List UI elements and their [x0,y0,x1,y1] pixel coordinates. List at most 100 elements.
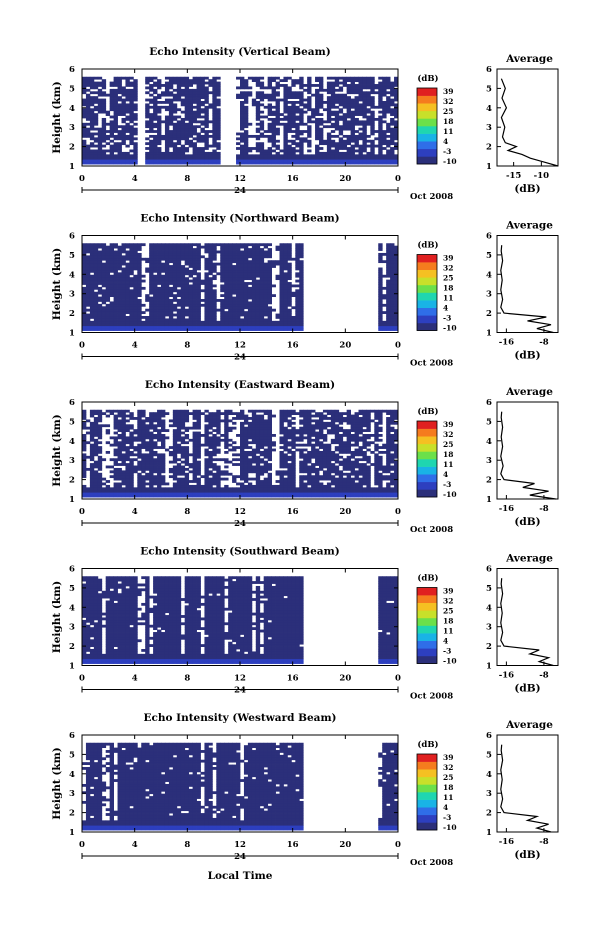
heatmap-cell [168,289,174,293]
heatmap-cell [141,421,146,425]
colorbar-tick-label: 25 [443,107,453,116]
heatmap-cell [117,424,122,428]
heatmap-cell [311,156,316,160]
heatmap-cell [200,325,205,329]
heatmap-cell [113,475,118,479]
heatmap-cell [129,267,134,271]
heatmap-cell [192,113,197,116]
heatmap-cell [125,429,130,432]
heatmap-cell [176,142,182,146]
heatmap-cell [346,105,351,109]
heatmap-cell [354,156,359,160]
heatmap-cell [267,294,272,298]
heatmap-cell [279,154,284,158]
heatmap-cell [378,255,383,259]
heatmap-cell [117,308,122,312]
heatmap-cell [378,115,383,119]
heatmap-cell [275,144,280,148]
heatmap-cell [168,255,174,259]
heatmap-cell [192,301,197,305]
heatmap-cell [89,149,95,153]
heatmap-cell [200,299,205,302]
heatmap-cell [93,245,99,249]
heatmap-cell [121,492,126,496]
heatmap-cell [212,156,217,160]
heatmap-cell [378,122,383,126]
heatmap-cell [394,311,399,314]
heatmap-cell [101,306,107,310]
heatmap-cell [394,142,399,146]
colorbar-tick-label: 32 [443,97,453,106]
heatmap-cell [161,252,166,256]
heatmap-cell [89,142,95,146]
heatmap-cell [338,156,344,160]
heatmap-cell [247,289,253,293]
heatmap-cell [113,79,118,83]
heatmap-cell [263,96,269,99]
heatmap-cell [390,250,395,254]
heatmap-cell [188,286,193,290]
heatmap-cell [196,284,201,288]
heatmap-cell [82,313,87,317]
heatmap-cell [287,113,292,116]
heatmap-cell [251,318,257,322]
heatmap-cell [196,465,201,469]
heatmap-cell [149,303,154,307]
heatmap-cell [97,267,103,271]
heatmap-cell [149,267,154,271]
heatmap-cell [161,151,166,155]
heatmap-cell [374,137,379,141]
heatmap-cell [125,291,130,295]
heatmap-cell [89,144,95,148]
heatmap-cell [82,460,87,464]
heatmap-cell [149,306,154,310]
heatmap-cell [378,277,383,281]
heatmap-cell [172,414,178,418]
heatmap-cell [141,460,146,464]
heatmap-cell [394,96,399,99]
heatmap-cell [196,257,201,261]
heatmap-cell [184,325,190,329]
heatmap-cell [153,429,158,432]
heatmap-cell [382,286,387,290]
heatmap-cell [157,434,162,437]
heatmap-cell [366,76,371,80]
heatmap-cell [271,262,276,266]
heatmap-cell [164,147,170,150]
heatmap-cell [109,267,114,271]
heatmap-cell [319,105,324,109]
heatmap-cell [212,450,217,454]
heatmap-cell [192,115,197,119]
heatmap-cell [394,122,399,126]
heatmap-cell [220,243,225,247]
heatmap-cell [82,144,87,148]
heatmap-cell [334,127,340,131]
heatmap-cell [153,477,158,481]
heatmap-cell [113,286,118,290]
heatmap-cell [93,262,99,266]
heatmap-cell [279,255,284,259]
heatmap-cell [133,417,138,420]
heatmap-cell [149,144,154,148]
heatmap-cell [141,453,146,457]
heatmap-cell [394,284,399,288]
heatmap-cell [97,88,103,92]
heatmap-cell [386,96,391,99]
heatmap-cell [224,318,229,322]
heatmap-cell [291,156,296,160]
heatmap-cell [394,88,399,92]
heatmap-cell [153,426,158,430]
heatmap-cell [157,463,162,466]
day-label: 24 [234,186,246,196]
heatmap-cell [283,122,288,126]
heatmap-cell [212,139,217,143]
heatmap-cell [85,144,91,148]
heatmap-cell [204,81,209,85]
heatmap-cell [378,328,383,331]
heatmap-cell [97,262,103,266]
heatmap-cell [113,458,118,462]
heatmap-cell [326,91,332,95]
heatmap-cell [85,110,91,114]
heatmap-cell [184,417,190,420]
heatmap-cell [287,291,292,295]
